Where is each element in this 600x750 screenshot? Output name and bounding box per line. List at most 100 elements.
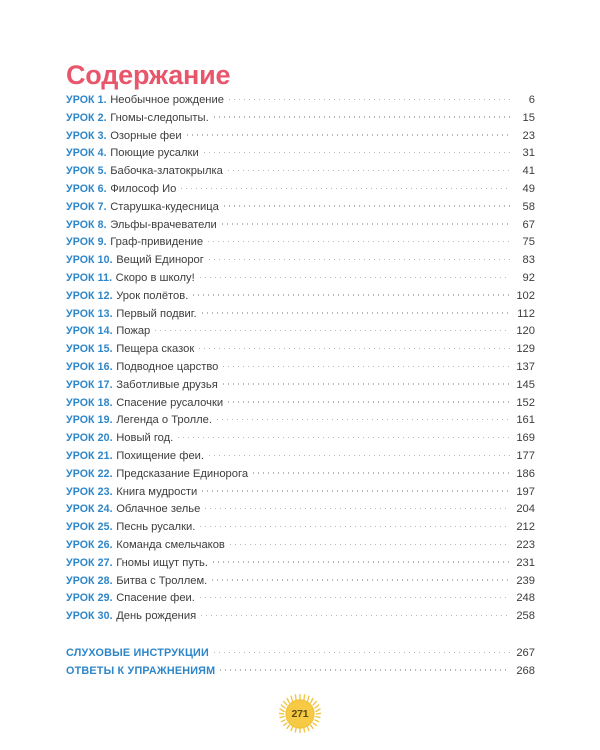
entry-title: Бабочка-златокрылка <box>110 165 223 178</box>
entry-page-number: 120 <box>516 325 535 338</box>
toc-entry-row[interactable]: УРОК 2. Гномы-следопыты. 15 <box>66 110 535 128</box>
entry-page-number: 83 <box>522 254 535 267</box>
entry-title: Поющие русалки <box>110 147 199 160</box>
entry-title: Облачное зелье <box>116 503 201 516</box>
toc-entry-row[interactable]: УРОК 5. Бабочка-златокрылка 41 <box>66 163 535 181</box>
lesson-label: УРОК 18. <box>66 396 113 409</box>
dot-leader <box>199 608 510 619</box>
lesson-label: УРОК 12. <box>66 289 113 302</box>
entry-page-number: 152 <box>516 396 535 409</box>
lesson-label: УРОК 2. <box>66 111 107 124</box>
lesson-label: УРОК 29. <box>66 592 113 605</box>
toc-entry-row[interactable]: УРОК 9. Граф-привидение 75 <box>66 234 535 252</box>
toc-entry-row[interactable]: УРОК 17. Заботливые друзья 145 <box>66 377 535 395</box>
toc-entry-row[interactable]: УРОК 8. Эльфы-врачеватели 67 <box>66 217 535 235</box>
toc-entry-row[interactable]: УРОК 24. Облачное зелье 204 <box>66 501 535 519</box>
lesson-label: УРОК 21. <box>66 449 113 462</box>
toc-entry-row[interactable]: УРОК 26. Команда смельчаков 223 <box>66 537 535 555</box>
dot-leader <box>199 306 510 317</box>
section-spacer <box>66 626 535 645</box>
lesson-label: УРОК 26. <box>66 538 113 551</box>
entry-page-number: 186 <box>516 467 535 480</box>
lesson-label: УРОК 17. <box>66 378 113 391</box>
toc-entry-row[interactable]: УРОК 22. Предсказание Единорога 186 <box>66 466 535 484</box>
entry-title: Вещий Единорог <box>116 254 204 267</box>
lesson-label: УРОК 6. <box>66 182 107 195</box>
toc-section-row[interactable]: ОТВЕТЫ К УПРАЖНЕНИЯМ 268 <box>66 663 535 681</box>
page-number-text: 271 <box>291 708 309 720</box>
entry-title: Необычное рождение <box>110 94 224 106</box>
entry-title: Легенда о Тролле. <box>116 414 212 427</box>
toc-entry-row[interactable]: УРОК 4. Поющие русалки 31 <box>66 145 535 163</box>
entry-title: Старушка-кудесница <box>110 200 219 213</box>
dot-leader <box>214 412 510 423</box>
dot-leader <box>227 537 510 548</box>
entry-page-number: 67 <box>522 218 535 231</box>
entry-title: Пожар <box>116 325 151 338</box>
lesson-label: УРОК 14. <box>66 325 113 338</box>
entry-title: Спасение феи. <box>116 592 195 605</box>
entry-title: Команда смельчаков <box>116 538 225 551</box>
lesson-label: УРОК 16. <box>66 360 113 373</box>
toc-entry-row[interactable]: УРОК 15. Пещера сказок 129 <box>66 341 535 359</box>
dot-leader <box>206 252 510 263</box>
toc-entry-row[interactable]: УРОК 18. Спасение русалочки 152 <box>66 395 535 413</box>
toc-entry-row[interactable]: УРОК 6. Философ Ио 49 <box>66 181 535 199</box>
sun-icon: 271 <box>278 692 322 736</box>
lesson-label: УРОК 19. <box>66 414 113 427</box>
lesson-label: УРОК 27. <box>66 556 113 569</box>
toc-entry-row[interactable]: УРОК 1. Необычное рождение 6 <box>66 92 535 110</box>
toc-entry-row[interactable]: УРОК 30. День рождения 258 <box>66 608 535 626</box>
dot-leader <box>221 199 510 210</box>
lesson-label: УРОК 25. <box>66 521 113 534</box>
toc-entry-row[interactable]: УРОК 21. Похищение феи. 177 <box>66 448 535 466</box>
toc-entry-row[interactable]: УРОК 12. Урок полётов. 102 <box>66 288 535 306</box>
toc-entry-row[interactable]: УРОК 11. Скоро в школу! 92 <box>66 270 535 288</box>
dot-leader <box>198 519 510 530</box>
entry-page-number: 49 <box>522 182 535 195</box>
lesson-label: УРОК 24. <box>66 503 113 516</box>
toc-entry-row[interactable]: УРОК 16. Подводное царство 137 <box>66 359 535 377</box>
lesson-label: УРОК 10. <box>66 254 113 267</box>
entry-title: Первый подвиг. <box>116 307 197 320</box>
lesson-label: УРОК 1. <box>66 94 107 106</box>
dot-leader <box>201 145 510 156</box>
entry-page-number: 92 <box>522 271 535 284</box>
toc-entry-row[interactable]: УРОК 28. Битва с Троллем. 239 <box>66 573 535 591</box>
toc-entry-row[interactable]: УРОК 19. Легенда о Тролле. 161 <box>66 412 535 430</box>
toc-entry-row[interactable]: УРОК 10. Вещий Единорог 83 <box>66 252 535 270</box>
toc-entry-row[interactable]: УРОК 7. Старушка-кудесница 58 <box>66 199 535 217</box>
lesson-label: УРОК 3. <box>66 129 107 142</box>
entry-title: Философ Ио <box>110 182 177 195</box>
entry-page-number: 75 <box>522 236 535 249</box>
toc-entry-row[interactable]: УРОК 20. Новый год. 169 <box>66 430 535 448</box>
entry-page-number: 58 <box>522 200 535 213</box>
dot-leader <box>200 484 510 495</box>
entry-page-number: 212 <box>516 521 535 534</box>
entry-page-number: 137 <box>516 360 535 373</box>
dot-leader <box>203 501 510 512</box>
entry-page-number: 197 <box>516 485 535 498</box>
lesson-label: УРОК 15. <box>66 343 113 356</box>
toc-entry-row[interactable]: УРОК 13. Первый подвиг. 112 <box>66 306 535 324</box>
dot-leader <box>211 645 510 656</box>
toc-entry-row[interactable]: УРОК 14. Пожар 120 <box>66 323 535 341</box>
dot-leader <box>184 128 510 139</box>
section-title: СЛУХОВЫЕ ИНСТРУКЦИИ <box>66 646 209 659</box>
toc-section-row[interactable]: СЛУХОВЫЕ ИНСТРУКЦИИ 267 <box>66 645 535 663</box>
entry-title: Битва с Троллем. <box>116 574 208 587</box>
toc-entry-row[interactable]: УРОК 3. Озорные феи 23 <box>66 128 535 146</box>
toc-entry-row[interactable]: УРОК 27. Гномы ищут путь. 231 <box>66 555 535 573</box>
entry-page-number: 258 <box>516 610 535 623</box>
toc-entry-row[interactable]: УРОК 23. Книга мудрости 197 <box>66 484 535 502</box>
toc-entry-row[interactable]: УРОК 25. Песнь русалки. 212 <box>66 519 535 537</box>
entry-page-number: 204 <box>516 503 535 516</box>
dot-leader <box>210 573 510 584</box>
entry-page-number: 177 <box>516 449 535 462</box>
dot-leader <box>220 377 510 388</box>
toc-entry-row[interactable]: УРОК 29. Спасение феи. 248 <box>66 590 535 608</box>
dot-leader <box>218 663 510 674</box>
entry-page-number: 169 <box>516 432 535 445</box>
dot-leader <box>197 270 510 281</box>
